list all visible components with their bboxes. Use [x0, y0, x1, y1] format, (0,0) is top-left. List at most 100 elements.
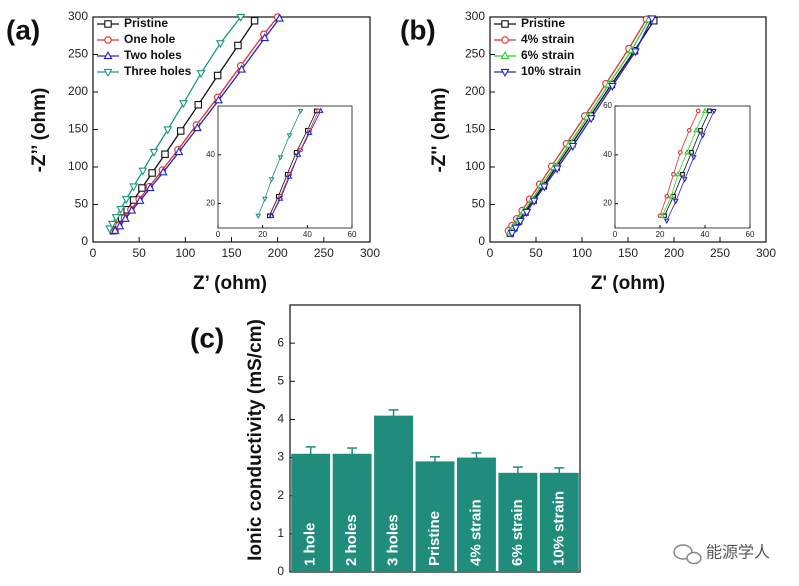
plot-frame	[217, 105, 353, 229]
category-label: Pristine	[426, 511, 443, 566]
x-axis-label: Z’ (ohm)	[193, 273, 267, 294]
x-axis-label: Z' (ohm)	[591, 273, 665, 294]
category-label: 1 hole	[302, 523, 319, 566]
x-tick-label: 300	[756, 246, 776, 260]
y-tick-label: 0	[277, 564, 284, 578]
marker	[647, 15, 657, 24]
x-tick-label: 0	[613, 230, 618, 239]
y-tick-label: 150	[465, 122, 485, 136]
marker	[105, 225, 115, 234]
marker	[677, 150, 683, 155]
y-tick-label: 150	[68, 122, 88, 136]
marker	[120, 213, 130, 222]
legend-label: 4% strain	[521, 32, 574, 46]
y-tick-label: 250	[465, 47, 485, 61]
marker	[255, 213, 262, 220]
marker	[295, 151, 302, 157]
marker	[297, 108, 304, 115]
marker	[110, 225, 120, 234]
marker	[260, 33, 270, 42]
series-line	[661, 110, 706, 216]
y-tick-label: 50	[472, 197, 486, 211]
x-tick-label: 250	[314, 246, 334, 260]
marker	[111, 214, 121, 223]
x-tick-label: 100	[572, 246, 592, 260]
marker	[675, 171, 681, 177]
marker	[693, 127, 699, 133]
marker	[672, 199, 679, 205]
panel-label: (b)	[400, 14, 436, 45]
category-label: 10% strain	[550, 491, 567, 566]
x-tick-label: 0	[487, 246, 494, 260]
marker	[698, 128, 703, 133]
marker	[179, 100, 188, 109]
marker	[681, 177, 688, 183]
marker	[121, 196, 131, 205]
series-line	[664, 110, 710, 216]
marker	[286, 133, 293, 139]
marker	[138, 167, 148, 176]
marker	[277, 195, 284, 201]
marker	[268, 212, 275, 218]
y-axis-label: -Z'' (ohm)	[429, 87, 450, 172]
marker	[680, 171, 685, 177]
x-tick-label: 0	[216, 230, 221, 239]
y-tick-label: 3	[277, 450, 284, 464]
y-tick-label: 1	[277, 526, 284, 540]
bar	[539, 472, 579, 572]
watermark-icon	[673, 544, 702, 565]
x-tick-label: 250	[710, 246, 730, 260]
marker	[163, 126, 173, 135]
category-label: 4% strain	[467, 499, 484, 566]
marker	[234, 41, 242, 50]
marker	[275, 13, 284, 22]
watermark: 能源学人	[706, 543, 770, 562]
y-tick-label: 60	[603, 101, 612, 110]
marker	[286, 173, 293, 179]
panel-label: (a)	[6, 14, 40, 45]
y-tick-label: 20	[603, 199, 612, 208]
x-tick-label: 300	[360, 246, 380, 260]
marker	[145, 183, 155, 192]
marker	[586, 115, 596, 124]
marker	[192, 123, 202, 132]
y-tick-label: 250	[68, 47, 88, 61]
x-tick-label: 40	[701, 230, 710, 239]
legend-label: Two holes	[124, 48, 182, 62]
marker	[176, 127, 185, 135]
plot-frame	[614, 105, 751, 229]
marker	[277, 155, 284, 161]
marker	[515, 217, 525, 226]
marker	[671, 171, 676, 177]
legend-marker	[104, 36, 112, 44]
marker	[194, 101, 203, 109]
marker	[317, 107, 324, 113]
x-tick-label: 60	[746, 230, 755, 239]
series-line	[659, 110, 699, 216]
x-tick-label: 20	[258, 230, 267, 239]
marker	[664, 193, 670, 199]
y-tick-label: 40	[206, 150, 215, 159]
marker	[511, 224, 521, 233]
marker	[659, 212, 666, 218]
marker	[689, 150, 694, 155]
marker	[148, 169, 156, 177]
marker	[695, 108, 701, 114]
y-tick-label: 300	[68, 9, 88, 23]
bar	[374, 415, 414, 572]
panel-label: (c)	[190, 322, 224, 353]
category-label: 6% strain	[509, 499, 526, 566]
legend-label: 6% strain	[521, 48, 574, 62]
marker	[699, 133, 706, 139]
y-tick-label: 50	[75, 197, 89, 211]
legend-marker	[103, 68, 113, 77]
marker	[215, 40, 225, 49]
legend-marker	[501, 36, 509, 44]
marker	[135, 195, 145, 204]
marker	[522, 208, 532, 217]
bar	[456, 457, 496, 572]
marker	[237, 64, 247, 73]
category-label: 2 holes	[343, 514, 360, 566]
